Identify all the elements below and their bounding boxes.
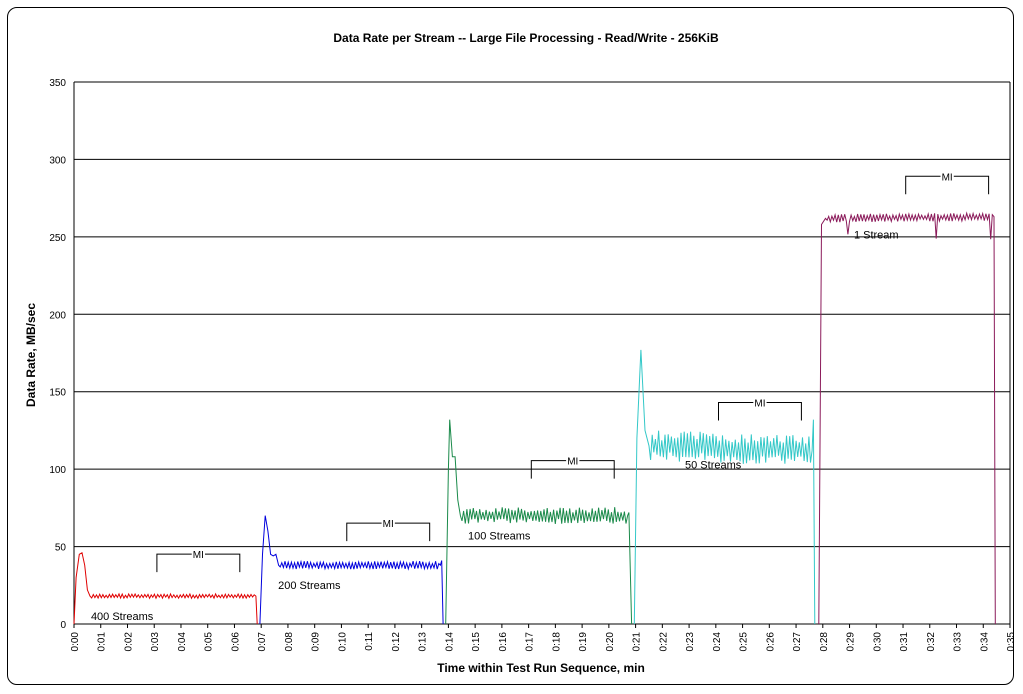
x-tick-label: 0:06	[230, 632, 241, 652]
y-tick-label: 0	[60, 620, 66, 631]
x-tick-label: 0:27	[792, 632, 803, 652]
mi-label: MI	[383, 519, 394, 530]
x-tick-label: 0:11	[364, 632, 375, 651]
mi-bracket-right	[579, 460, 615, 479]
y-tick-labels: 0 50 100 150 200 250 300 350	[49, 78, 66, 631]
x-tick-label: 0:14	[444, 632, 455, 652]
y-tick-label: 150	[49, 388, 66, 399]
mi-bracket-left	[346, 522, 382, 542]
mi-annotations: MI MI MI MI MI	[156, 172, 990, 573]
gridlines	[73, 81, 1011, 625]
x-tick-label: 0:23	[685, 632, 696, 652]
series-label: 400 Streams	[91, 611, 154, 623]
x-tick-label: 0:16	[498, 632, 509, 652]
x-tick-label: 0:25	[739, 632, 750, 652]
mi-bracket-left	[530, 460, 567, 479]
series-line-1-stream	[818, 211, 996, 625]
mi-bracket-right	[204, 553, 241, 573]
mi-bracket-right	[766, 402, 802, 421]
x-tick-label: 0:15	[471, 632, 482, 652]
x-tick-labels: 0:00 0:01 0:02 0:03 0:04 0:05 0:06 0:07 0:08 0:09…	[70, 624, 1017, 651]
x-axis-title: Time within Test Run Sequence, min	[437, 661, 645, 675]
mi-label: MI	[942, 172, 953, 183]
x-tick-label: 0:21	[632, 632, 643, 652]
x-tick-label: 0:17	[525, 632, 536, 652]
x-tick-label: 0:34	[979, 632, 990, 652]
x-tick-label: 0:24	[712, 632, 723, 652]
x-tick-label: 0:12	[391, 632, 402, 652]
series-label: 200 Streams	[278, 580, 341, 592]
y-tick-label: 50	[55, 543, 67, 554]
x-tick-label: 0:02	[123, 632, 134, 652]
y-tick-label: 350	[49, 78, 66, 89]
x-tick-label: 0:00	[70, 632, 81, 652]
x-tick-label: 0:28	[819, 632, 830, 652]
series-line-50-streams	[633, 349, 816, 625]
x-tick-label: 0:10	[337, 632, 348, 652]
y-tick-label: 300	[49, 155, 66, 166]
x-tick-label: 0:32	[926, 632, 937, 652]
chart-title: Data Rate per Stream -- Large File Proce…	[333, 31, 719, 45]
x-tick-label: 0:04	[177, 632, 188, 652]
mi-label: MI	[567, 457, 578, 468]
y-axis-title: Data Rate, MB/sec	[24, 303, 38, 407]
series-label: 50 Streams	[685, 460, 742, 472]
chart-frame	[7, 7, 1014, 685]
series-label: 100 Streams	[468, 531, 531, 543]
y-tick-label: 100	[49, 465, 66, 476]
x-tick-label: 0:22	[658, 632, 669, 652]
x-tick-label: 0:33	[953, 632, 964, 652]
x-tick-label: 0:20	[605, 632, 616, 652]
series-line-400-streams	[73, 552, 258, 625]
x-tick-label: 0:30	[872, 632, 883, 652]
mi-label: MI	[754, 399, 765, 410]
x-tick-label: 0:35	[1006, 632, 1017, 652]
x-tick-label: 0:01	[97, 632, 108, 652]
series-label: 1 Stream	[854, 229, 899, 241]
x-tick-label: 0:18	[551, 632, 562, 652]
series-labels: 400 Streams 200 Streams 100 Streams 50 Stre…	[91, 229, 899, 623]
y-tick-label: 250	[49, 233, 66, 244]
x-tick-label: 0:13	[418, 632, 429, 652]
mi-bracket-right	[394, 522, 431, 542]
series-line-200-streams	[259, 515, 444, 625]
x-tick-label: 0:08	[284, 632, 295, 652]
x-tick-label: 0:31	[899, 632, 910, 652]
series-line-100-streams	[445, 419, 633, 625]
mi-bracket-left	[718, 402, 754, 421]
x-tick-label: 0:07	[257, 632, 268, 652]
x-tick-label: 0:05	[204, 632, 215, 652]
x-tick-label: 0:09	[311, 632, 322, 652]
y-tick-label: 200	[49, 310, 66, 321]
x-tick-label: 0:19	[578, 632, 589, 652]
mi-label: MI	[193, 550, 204, 561]
series-lines	[73, 211, 996, 625]
x-tick-label: 0:03	[150, 632, 161, 652]
mi-bracket-left	[905, 175, 941, 195]
x-tick-label: 0:29	[846, 632, 857, 652]
mi-bracket-right	[953, 175, 990, 195]
mi-bracket-left	[156, 553, 192, 573]
x-tick-label: 0:26	[765, 632, 776, 652]
